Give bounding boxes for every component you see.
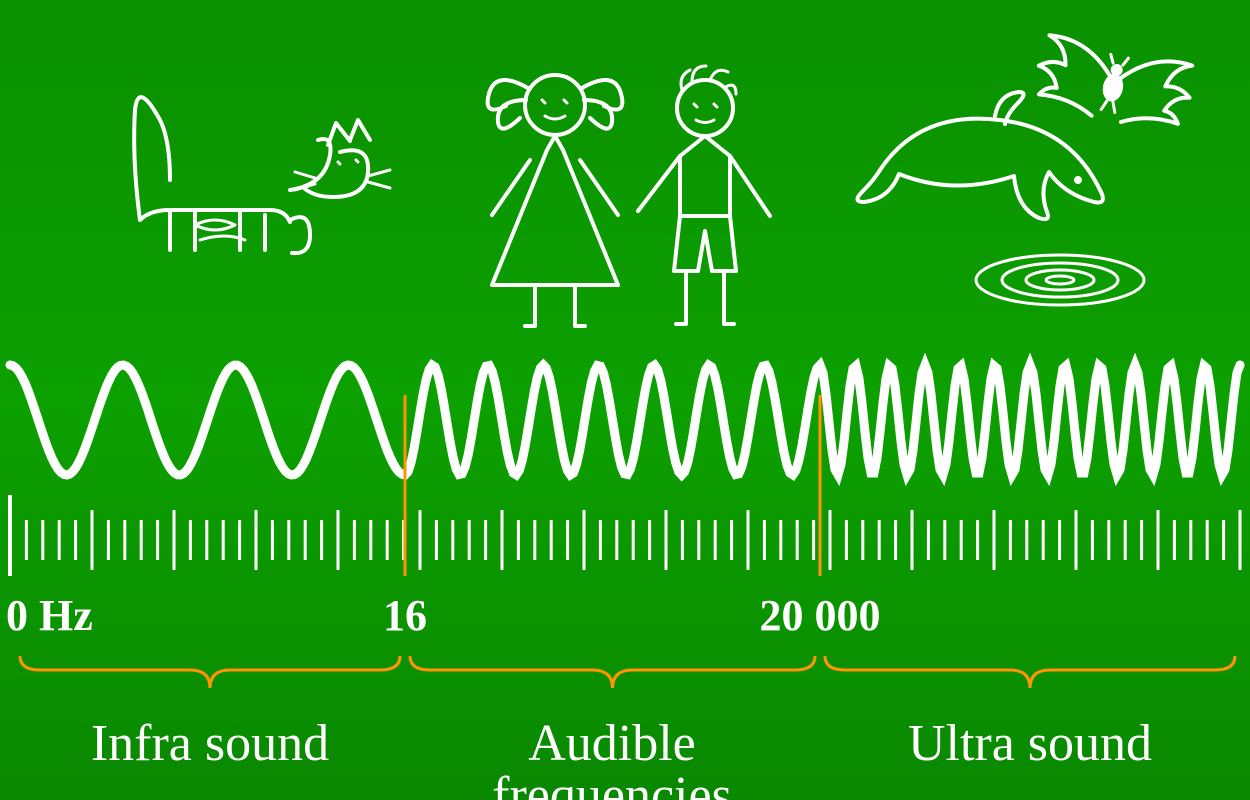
range-label: frequencies [492,767,732,800]
girl-icon [488,75,623,326]
axis-label: 16 [383,591,427,640]
range-labels: Infra sound Audiblefrequencies Ultra sound [20,656,1235,800]
axis-label: 20 000 [760,591,881,640]
frequency-ruler [10,495,1240,576]
bat-icon [1031,34,1196,135]
range-label: Infra sound [91,715,329,772]
boy-icon [638,66,770,324]
range-brace [825,656,1235,688]
axis-label: 0 Hz [6,591,93,640]
cat-icon [134,97,390,253]
range-label: Ultra sound [908,715,1152,772]
range-brace [410,656,815,688]
axis-labels: 0 Hz 16 20 000 [6,591,881,640]
frequency-wave [10,365,1240,475]
range-label: Audible [528,715,696,772]
range-brace [20,656,400,688]
dolphin-icon [857,92,1144,305]
sound-frequency-diagram: 0 Hz 16 20 000 Infra sound Audiblefrequenci… [0,0,1250,800]
